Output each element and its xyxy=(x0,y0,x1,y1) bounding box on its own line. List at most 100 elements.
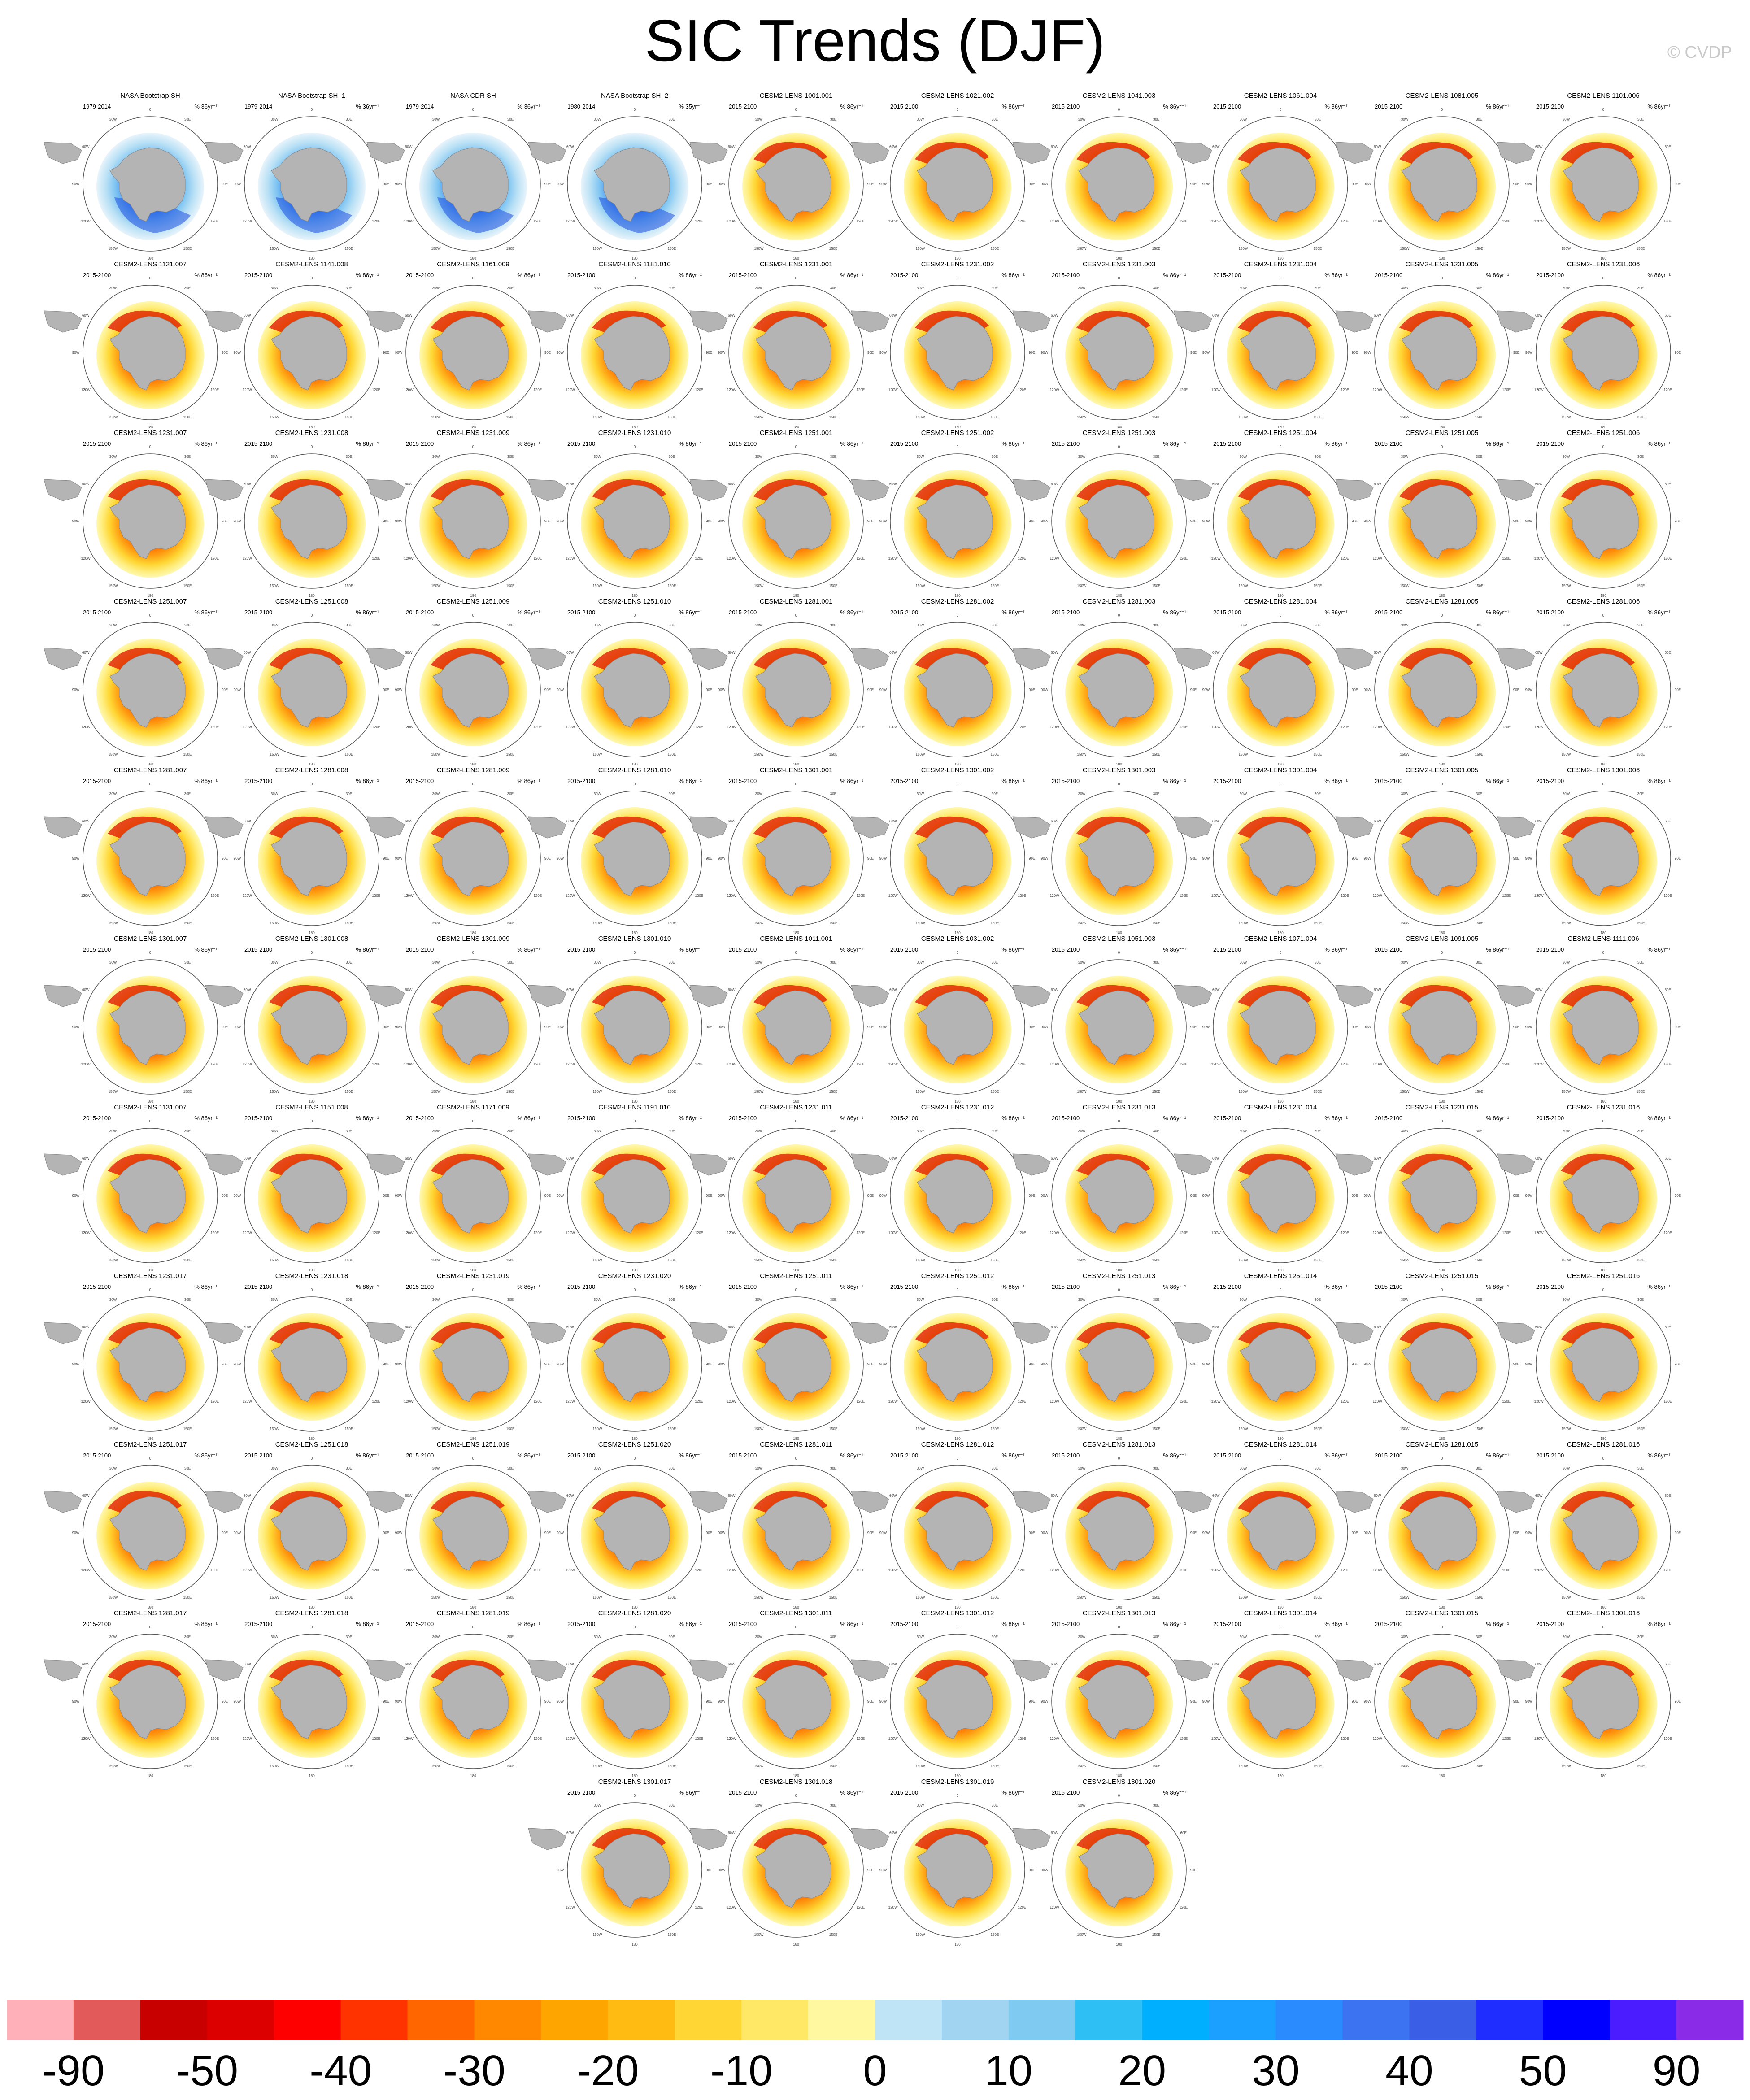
longitude-label: 60W xyxy=(82,313,90,317)
longitude-label: 180 xyxy=(1439,594,1445,598)
map-border xyxy=(1374,959,1510,1095)
longitude-label: 60W xyxy=(566,145,574,149)
longitude-label: 180 xyxy=(147,594,153,598)
longitude-label: 60W xyxy=(244,988,251,992)
longitude-label: 180 xyxy=(631,1943,638,1947)
longitude-label: 60W xyxy=(728,482,736,486)
colorbar-box xyxy=(207,2000,274,2040)
longitude-label: 90W xyxy=(557,182,564,186)
antarctica-landmass xyxy=(917,990,993,1065)
panel-period: 2015-2100 xyxy=(1536,1452,1564,1459)
longitude-label: 120W xyxy=(243,1231,252,1235)
longitude-label: 150W xyxy=(754,1933,764,1937)
antarctica-landmass xyxy=(594,990,670,1065)
antarctica-landmass xyxy=(1078,990,1154,1065)
panel-title: CESM2-LENS 1281.019 xyxy=(437,1609,510,1617)
longitude-label: 60W xyxy=(1535,1494,1543,1498)
longitude-label: 30W xyxy=(432,1635,440,1639)
longitude-label: 180 xyxy=(1600,594,1606,598)
antarctica-landmass xyxy=(594,316,670,391)
map-border xyxy=(1374,285,1510,420)
longitude-label: 90E xyxy=(1029,857,1035,861)
panel-period: 2015-2100 xyxy=(729,946,757,953)
panel-period: 2015-2100 xyxy=(1536,1115,1564,1122)
colorbar-tick-label: -30 xyxy=(443,2047,505,2095)
longitude-label: 150W xyxy=(109,1596,118,1600)
panel-title: CESM2-LENS 1161.009 xyxy=(437,261,509,268)
longitude-label: 120W xyxy=(888,1400,898,1404)
longitude-label: 30W xyxy=(1401,286,1409,290)
panel-units: % 86yr⁻¹ xyxy=(194,778,218,784)
longitude-label: 90E xyxy=(1029,182,1035,186)
colorbar-tick-label: -50 xyxy=(176,2047,238,2095)
longitude-label: 60W xyxy=(82,1662,90,1666)
longitude-label: 120E xyxy=(1502,1231,1511,1235)
panel-period: 1980-2014 xyxy=(567,103,595,110)
longitude-label: 120W xyxy=(404,894,414,898)
antarctica-landmass xyxy=(432,484,509,559)
longitude-label: 150E xyxy=(183,584,192,588)
colorbar-box xyxy=(675,2000,742,2040)
antarctica-landmass xyxy=(109,1496,186,1571)
panel-units: % 86yr⁻¹ xyxy=(840,272,863,278)
longitude-label: 90E xyxy=(1352,351,1358,355)
longitude-label: 0 xyxy=(1280,951,1282,955)
longitude-label: 90W xyxy=(1525,857,1533,861)
longitude-label: 120E xyxy=(856,1062,865,1066)
longitude-label: 60W xyxy=(1374,145,1381,149)
longitude-label: 120W xyxy=(727,894,736,898)
map-border xyxy=(1051,622,1187,757)
longitude-label: 120E xyxy=(856,219,865,223)
longitude-label: 90W xyxy=(1364,1700,1371,1704)
longitude-label: 150E xyxy=(991,1596,999,1600)
longitude-label: 30W xyxy=(1078,623,1086,627)
longitude-label: 150W xyxy=(270,921,279,925)
longitude-label: 150W xyxy=(1239,1427,1248,1431)
south-america-landmass xyxy=(1012,1491,1051,1513)
colorbar-box xyxy=(541,2000,608,2040)
longitude-label: 150E xyxy=(829,921,838,925)
longitude-label: 30E xyxy=(830,623,836,627)
panel-units: % 86yr⁻¹ xyxy=(1324,1452,1348,1459)
longitude-label: 60W xyxy=(1051,145,1058,149)
longitude-label: 60W xyxy=(1374,1662,1381,1666)
longitude-label: 30W xyxy=(1401,792,1409,796)
longitude-label: 120E xyxy=(856,1568,865,1572)
panel-title: CESM2-LENS 1281.006 xyxy=(1567,598,1640,605)
longitude-label: 30E xyxy=(184,455,191,459)
copyright-watermark: © CVDP xyxy=(1667,43,1732,62)
panel-title: NASA Bootstrap SH xyxy=(120,92,180,100)
antarctica-landmass xyxy=(1240,653,1316,728)
longitude-label: 90E xyxy=(383,351,389,355)
panel-period: 2015-2100 xyxy=(890,1621,918,1627)
longitude-label: 120E xyxy=(533,1231,542,1235)
panel-units: % 86yr⁻¹ xyxy=(194,946,218,953)
longitude-label: 0 xyxy=(472,951,475,955)
colorbar-box xyxy=(1409,2000,1476,2040)
south-america-landmass xyxy=(205,648,244,670)
longitude-label: 60W xyxy=(1212,1662,1220,1666)
longitude-label: 120E xyxy=(1018,557,1026,561)
antarctica-landmass xyxy=(271,1496,347,1571)
longitude-label: 0 xyxy=(957,782,959,786)
panel-units: % 86yr⁻¹ xyxy=(1486,946,1509,953)
south-america-landmass xyxy=(1174,985,1212,1007)
longitude-label: 60W xyxy=(566,1325,574,1329)
colorbar-tick-label: 90 xyxy=(1653,2047,1701,2095)
longitude-label: 30W xyxy=(755,623,763,627)
longitude-label: 150E xyxy=(506,921,515,925)
longitude-label: 30E xyxy=(1153,455,1159,459)
longitude-label: 180 xyxy=(147,1100,153,1104)
longitude-label: 30E xyxy=(1637,1298,1644,1302)
longitude-label: 0 xyxy=(1280,445,1282,449)
longitude-label: 90E xyxy=(1352,1025,1358,1029)
panel-title: CESM2-LENS 1121.007 xyxy=(114,261,186,268)
panel-period: 2015-2100 xyxy=(890,778,918,784)
